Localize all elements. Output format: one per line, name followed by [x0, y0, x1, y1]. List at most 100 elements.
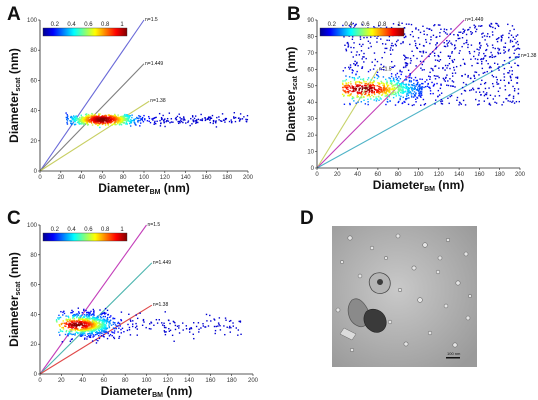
data-point [421, 63, 424, 66]
data-point [83, 338, 86, 340]
data-point [57, 317, 59, 319]
data-point [137, 119, 140, 122]
data-point [92, 117, 94, 119]
data-point [125, 123, 127, 125]
data-point [106, 116, 108, 119]
data-point [193, 117, 196, 120]
data-point [429, 53, 432, 55]
data-point [102, 312, 105, 314]
data-point [73, 327, 76, 330]
data-point [498, 95, 501, 97]
data-point [490, 66, 492, 69]
data-point [516, 82, 518, 84]
data-point [392, 77, 395, 79]
data-point [508, 81, 510, 84]
data-point [352, 90, 355, 92]
em-vesicles [335, 233, 472, 352]
data-point [508, 36, 510, 39]
data-point [511, 25, 514, 27]
data-point [510, 34, 513, 36]
data-point [476, 48, 478, 50]
data-point [73, 319, 76, 322]
data-point [382, 76, 385, 78]
data-point [503, 73, 505, 75]
data-point [372, 83, 375, 86]
data-point [475, 71, 478, 74]
data-point [100, 116, 103, 118]
data-point [443, 28, 446, 30]
data-point [361, 66, 364, 68]
data-point [358, 92, 361, 94]
data-point [160, 117, 163, 119]
data-point [138, 115, 140, 117]
data-point [472, 80, 475, 83]
data-point [71, 333, 73, 336]
data-point [105, 331, 107, 333]
data-point [420, 104, 422, 106]
data-point [446, 67, 448, 69]
data-point [443, 45, 446, 48]
data-point [111, 331, 113, 333]
data-point [383, 51, 386, 54]
data-point [88, 120, 91, 123]
data-point [81, 317, 84, 319]
data-point [111, 123, 113, 126]
data-point [153, 117, 155, 119]
data-point [107, 116, 109, 118]
data-point [192, 120, 195, 122]
data-point [90, 333, 92, 335]
data-point [483, 82, 486, 85]
data-point [94, 318, 96, 320]
data-point [386, 39, 388, 41]
data-point [209, 119, 211, 121]
data-point [95, 120, 98, 122]
data-point [142, 318, 145, 321]
data-point [426, 85, 429, 87]
data-point [462, 32, 464, 35]
data-point [384, 47, 386, 50]
data-point [95, 119, 97, 122]
data-point [172, 320, 175, 323]
data-point [351, 36, 354, 38]
data-point [130, 320, 132, 322]
data-point [357, 77, 359, 79]
data-point [121, 119, 124, 122]
data-point [73, 123, 76, 126]
data-point [96, 319, 99, 321]
data-point [169, 322, 171, 325]
data-point [378, 25, 380, 27]
x-tick-label: 180 [495, 172, 506, 178]
data-point [78, 321, 80, 324]
data-point [71, 320, 73, 322]
data-point [419, 87, 422, 89]
data-point [417, 37, 420, 39]
data-point [105, 115, 107, 118]
data-point [507, 23, 509, 26]
data-point [403, 27, 406, 29]
data-point [70, 123, 73, 126]
data-point [366, 87, 368, 89]
data-point [482, 91, 485, 93]
data-point [127, 115, 130, 117]
data-point [97, 118, 100, 120]
data-point [218, 116, 220, 118]
data-point [505, 97, 507, 100]
data-point [114, 123, 116, 126]
data-point [84, 337, 86, 339]
data-point [208, 116, 210, 118]
data-point [448, 40, 451, 42]
data-point [496, 81, 498, 83]
data-point [463, 62, 466, 65]
data-point [131, 119, 134, 122]
data-point [221, 113, 224, 115]
data-point [179, 121, 181, 124]
data-point [112, 317, 114, 320]
data-point [140, 118, 142, 120]
data-point [72, 333, 75, 336]
data-point [156, 322, 159, 324]
data-point [105, 312, 107, 314]
data-point [410, 95, 413, 97]
data-point [345, 75, 347, 77]
data-point [390, 53, 392, 55]
